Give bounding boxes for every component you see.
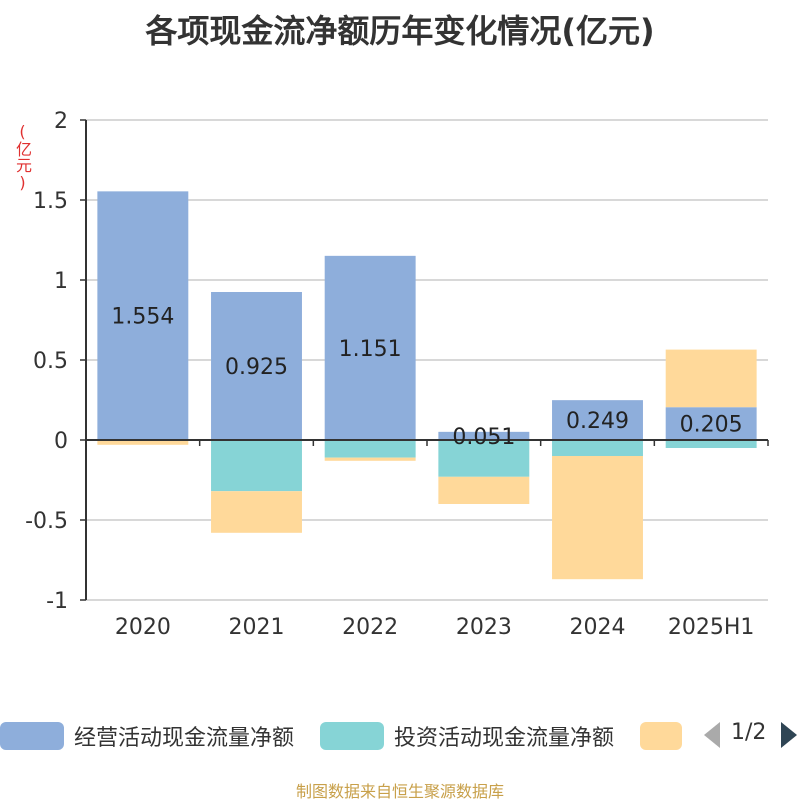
data-label: 0.925	[225, 355, 288, 380]
x-tick-label: 2024	[570, 615, 626, 640]
legend-label-investing: 投资活动现金流量净额	[394, 726, 615, 751]
legend-next-arrow-icon[interactable]	[777, 720, 800, 750]
x-tick-label: 2021	[229, 615, 285, 640]
bar-2023-series-2[interactable]	[438, 440, 530, 477]
bar-2021-series-1[interactable]	[211, 292, 302, 440]
bar-2020-series-3[interactable]	[97, 440, 189, 445]
bar-2024-series-2[interactable]	[552, 440, 643, 456]
x-tick-label: 2023	[456, 615, 512, 640]
chart-title: 各项现金流净额历年变化情况(亿元)	[145, 12, 655, 50]
y-tick-label: -1	[46, 589, 68, 614]
bar-2022-series-2[interactable]	[324, 440, 416, 458]
bar-2021-series-2[interactable]	[211, 440, 302, 492]
data-label: 0.051	[452, 425, 515, 450]
legend-prev-arrow-icon[interactable]	[700, 720, 724, 750]
y-axis-unit-label: (亿元)	[13, 122, 32, 192]
legend-item-operating[interactable]: 经营活动现金流量净额	[0, 720, 294, 752]
x-tick-label: 2022	[342, 615, 398, 640]
y-tick-label: 0.5	[33, 349, 68, 374]
data-label: 1.151	[339, 337, 402, 362]
data-label: 0.249	[566, 409, 629, 434]
bar-2023-series-3[interactable]	[438, 476, 530, 504]
chart-plot: 2 1.5 1 0.5 0 -0.5 -1 2020 2021 2022 2023 2024 2025H…	[25, 109, 769, 640]
bar-2025H1-series-2[interactable]	[665, 440, 757, 448]
legend-page-indicator: 1/2	[731, 720, 767, 745]
legend-label-operating: 经营活动现金流量净额	[74, 726, 295, 751]
legend-item-third[interactable]	[640, 720, 682, 752]
y-tick-label: 1	[54, 269, 68, 294]
legend-swatch-third	[640, 722, 682, 750]
source-note: 制图数据来自恒生聚源数据库	[295, 782, 504, 801]
bar-2020-series-1[interactable]	[97, 191, 189, 440]
data-label: 0.205	[680, 413, 743, 438]
x-tick-label: 2025H1	[668, 615, 755, 640]
legend-swatch-operating	[0, 722, 64, 750]
y-tick-label: -0.5	[25, 509, 68, 534]
legend-item-investing[interactable]: 投资活动现金流量净额	[320, 720, 614, 752]
legend-swatch-investing	[320, 722, 384, 750]
bar-2025H1-series-3[interactable]	[665, 349, 757, 408]
bar-2022-series-1[interactable]	[324, 255, 416, 440]
y-tick-label: 2	[54, 109, 68, 134]
y-tick-label: 0	[54, 429, 68, 454]
bar-2023-series-1[interactable]	[438, 431, 530, 440]
y-tick-label: 1.5	[33, 189, 68, 214]
x-tick-label: 2020	[115, 615, 171, 640]
bar-2025H1-series-1[interactable]	[665, 407, 757, 440]
bar-2021-series-3[interactable]	[211, 491, 302, 533]
bar-2022-series-3[interactable]	[324, 457, 416, 461]
bar-2024-series-3[interactable]	[552, 456, 643, 580]
data-label: 1.554	[111, 305, 174, 330]
bar-2024-series-1[interactable]	[552, 400, 643, 440]
legend: 经营活动现金流量净额 投资活动现金流量净额 1/2	[0, 716, 800, 756]
